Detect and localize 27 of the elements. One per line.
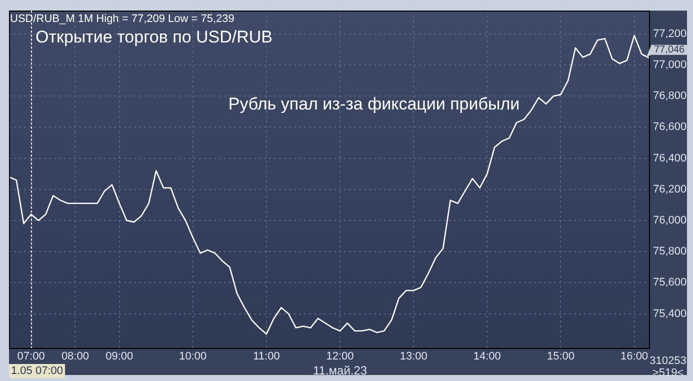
text: 1.05 07:00: [11, 365, 63, 378]
y-tick-label: 77,200: [653, 28, 687, 40]
text: 310253: [650, 355, 686, 368]
y-tick-label: 76,800: [653, 90, 687, 102]
x-tick-label: 12:00: [326, 350, 354, 363]
annotation: Рубль упал из-за фиксации прибыли: [228, 94, 520, 114]
text: 77,046: [654, 44, 686, 56]
y-tick-label: 76,000: [653, 214, 687, 227]
text: 11.май.23: [312, 363, 368, 378]
y-tick-label: 77,000: [653, 59, 687, 72]
x-tick-label: 10:00: [179, 350, 207, 363]
x-tick-label: 15:00: [546, 350, 574, 363]
x-tick-label: 11:00: [253, 350, 280, 363]
y-tick-label: 76,200: [653, 183, 687, 196]
y-tick-label: 75,800: [653, 246, 687, 258]
x-tick-label: 08:00: [61, 350, 89, 363]
y-tick-label: 75,600: [653, 276, 687, 289]
x-tick-label: 16:00: [620, 350, 648, 363]
annotation: USD/RUB_M 1M High = 77,209 Low = 75,239: [10, 13, 234, 26]
x-tick-label: 09:00: [106, 350, 134, 363]
ref-line-label: Открытие торгов по USD/RUB: [36, 27, 273, 46]
y-tick-label: 76,600: [653, 121, 687, 134]
x-tick-label: 14:00: [473, 350, 501, 363]
x-tick-label: 07:00: [17, 350, 45, 363]
y-tick-label: 76,400: [653, 152, 687, 164]
y-tick-label: 75,400: [653, 308, 687, 320]
x-tick-label: 13:00: [400, 350, 428, 363]
